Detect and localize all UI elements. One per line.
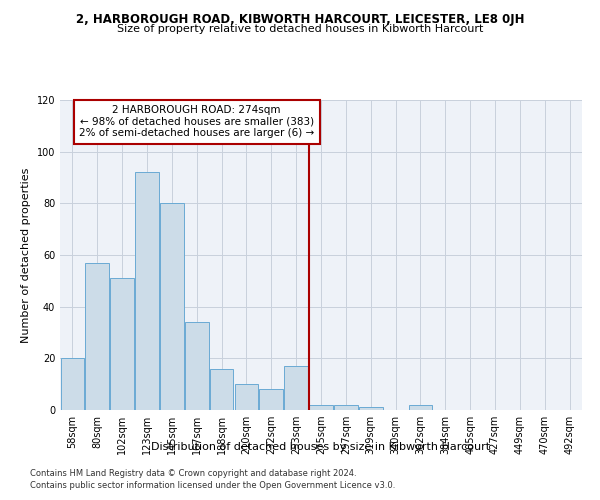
Text: 2, HARBOROUGH ROAD, KIBWORTH HARCOURT, LEICESTER, LE8 0JH: 2, HARBOROUGH ROAD, KIBWORTH HARCOURT, L… bbox=[76, 12, 524, 26]
Text: Contains public sector information licensed under the Open Government Licence v3: Contains public sector information licen… bbox=[30, 481, 395, 490]
Bar bbox=[359, 408, 383, 410]
Bar bbox=[135, 172, 159, 410]
Bar bbox=[210, 368, 233, 410]
Bar bbox=[309, 405, 333, 410]
Bar bbox=[409, 405, 432, 410]
Text: Size of property relative to detached houses in Kibworth Harcourt: Size of property relative to detached ho… bbox=[117, 24, 483, 34]
Text: Distribution of detached houses by size in Kibworth Harcourt: Distribution of detached houses by size … bbox=[151, 442, 491, 452]
Text: Contains HM Land Registry data © Crown copyright and database right 2024.: Contains HM Land Registry data © Crown c… bbox=[30, 468, 356, 477]
Bar bbox=[334, 405, 358, 410]
Text: 2 HARBOROUGH ROAD: 274sqm
← 98% of detached houses are smaller (383)
2% of semi-: 2 HARBOROUGH ROAD: 274sqm ← 98% of detac… bbox=[79, 105, 314, 138]
Bar bbox=[61, 358, 84, 410]
Bar bbox=[259, 390, 283, 410]
Bar bbox=[110, 278, 134, 410]
Bar bbox=[284, 366, 308, 410]
Bar bbox=[160, 204, 184, 410]
Bar bbox=[235, 384, 258, 410]
Bar bbox=[85, 263, 109, 410]
Y-axis label: Number of detached properties: Number of detached properties bbox=[21, 168, 31, 342]
Bar bbox=[185, 322, 209, 410]
